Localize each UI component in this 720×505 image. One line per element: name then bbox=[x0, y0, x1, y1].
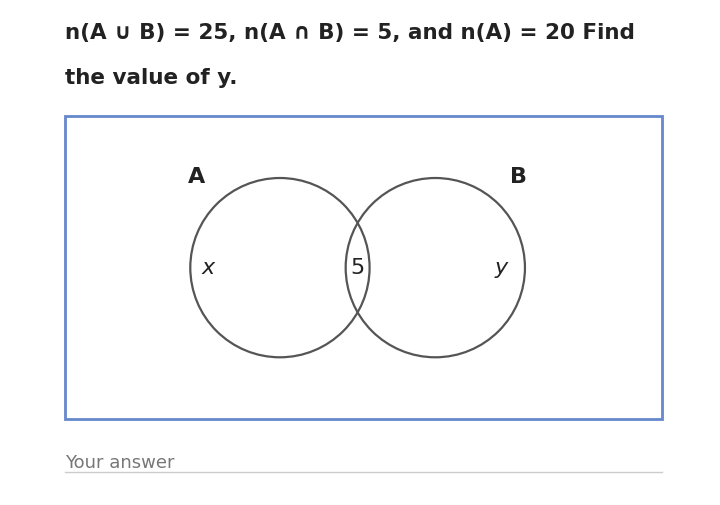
Text: 5: 5 bbox=[351, 258, 365, 278]
Text: Your answer: Your answer bbox=[65, 454, 174, 473]
Text: the value of y.: the value of y. bbox=[65, 68, 238, 88]
Text: n(A ∪ B) = 25, n(A ∩ B) = 5, and n(A) = 20 Find: n(A ∪ B) = 25, n(A ∩ B) = 5, and n(A) = … bbox=[65, 23, 634, 43]
Text: B: B bbox=[510, 167, 528, 187]
Text: y: y bbox=[495, 258, 508, 278]
Text: x: x bbox=[202, 258, 215, 278]
Bar bbox=[65, 116, 662, 419]
Text: A: A bbox=[188, 167, 205, 187]
